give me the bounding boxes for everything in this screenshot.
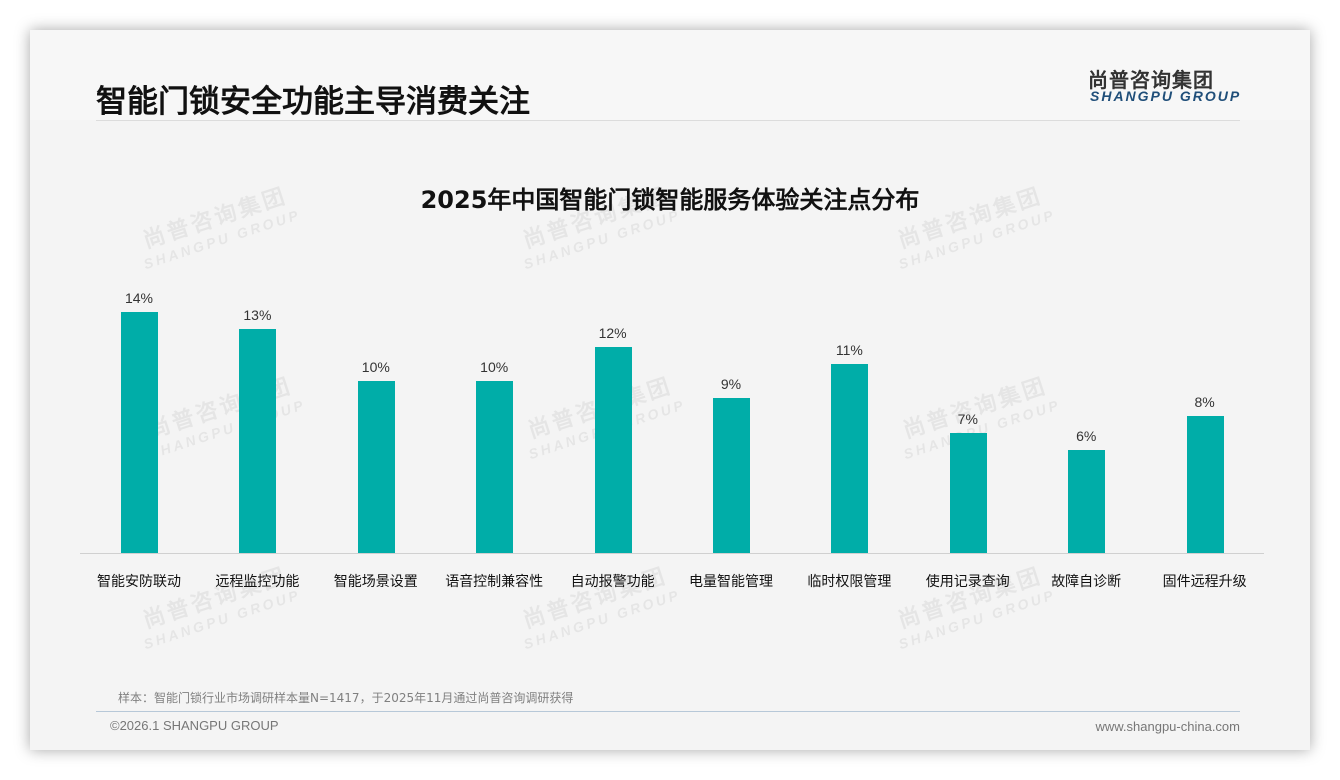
bar-chart-plot: 14% 13% 10% 10% 12% 9% 11% 7% 6% 8% bbox=[80, 260, 1264, 554]
bar-value-label: 9% bbox=[720, 376, 742, 392]
sample-footnote: 样本：智能门锁行业市场调研样本量N=1417，于2025年11月通过尚普咨询调研… bbox=[118, 691, 574, 705]
category-label: 临时权限管理 bbox=[807, 574, 892, 590]
bar-value-label: 10% bbox=[361, 359, 390, 375]
bar-group: 14% bbox=[80, 260, 198, 554]
bar-value-label: 12% bbox=[598, 325, 627, 341]
category-label: 固件远程升级 bbox=[1162, 574, 1247, 590]
copyright-text: ©2026.1 SHANGPU GROUP bbox=[110, 718, 279, 733]
website-link[interactable]: www.shangpu-china.com bbox=[1095, 719, 1240, 734]
category-label: 智能安防联动 bbox=[97, 574, 181, 590]
category-label: 自动报警功能 bbox=[570, 574, 655, 590]
bar-value-label: 11% bbox=[835, 342, 863, 358]
category-label: 使用记录查询 bbox=[925, 574, 1010, 590]
bar-group: 13% bbox=[198, 260, 316, 554]
bar-group: 12% bbox=[554, 260, 672, 554]
bar[interactable] bbox=[121, 312, 158, 554]
bar-value-label: 13% bbox=[243, 307, 272, 323]
bar-value-label: 7% bbox=[957, 411, 978, 427]
bar-group: 8% bbox=[1146, 260, 1264, 554]
logo-chinese: 尚普咨询集团 bbox=[1088, 68, 1214, 92]
header-band bbox=[30, 30, 1310, 120]
bar[interactable] bbox=[1068, 450, 1106, 554]
bar[interactable] bbox=[357, 381, 395, 554]
category-label: 电量智能管理 bbox=[689, 574, 773, 590]
title-divider bbox=[96, 120, 1240, 121]
bar-group: 9% bbox=[672, 260, 790, 554]
bar-group: 6% bbox=[1027, 260, 1145, 554]
bar-value-label: 6% bbox=[1076, 428, 1097, 444]
x-axis-line bbox=[80, 553, 1264, 554]
category-label: 故障自诊断 bbox=[1051, 574, 1122, 590]
bar-value-label: 14% bbox=[124, 290, 154, 306]
bar-value-label: 8% bbox=[1194, 394, 1215, 410]
bar[interactable] bbox=[713, 398, 750, 554]
category-label: 智能场景设置 bbox=[333, 574, 418, 590]
bar[interactable] bbox=[594, 347, 632, 554]
footer-divider bbox=[96, 711, 1240, 712]
bar[interactable] bbox=[1186, 416, 1224, 554]
bar[interactable] bbox=[831, 364, 869, 554]
bar[interactable] bbox=[239, 329, 277, 554]
slide: 智能门锁安全功能主导消费关注 尚普咨询集团 SHANGPU GROUP 尚普咨询… bbox=[30, 30, 1310, 750]
bar-group: 11% bbox=[790, 260, 908, 554]
bar[interactable] bbox=[476, 381, 514, 554]
bar-group: 10% bbox=[317, 260, 435, 554]
logo-english: SHANGPU GROUP bbox=[1090, 88, 1242, 104]
bar-value-label: 10% bbox=[480, 359, 509, 375]
bar[interactable] bbox=[949, 433, 987, 554]
page-title: 智能门锁安全功能主导消费关注 bbox=[96, 84, 530, 120]
category-label: 远程监控功能 bbox=[215, 574, 300, 590]
category-label: 语音控制兼容性 bbox=[445, 574, 544, 590]
bar-group: 10% bbox=[435, 260, 553, 554]
bar-group: 7% bbox=[909, 260, 1027, 554]
chart-title: 2025年中国智能门锁智能服务体验关注点分布 bbox=[420, 186, 920, 214]
